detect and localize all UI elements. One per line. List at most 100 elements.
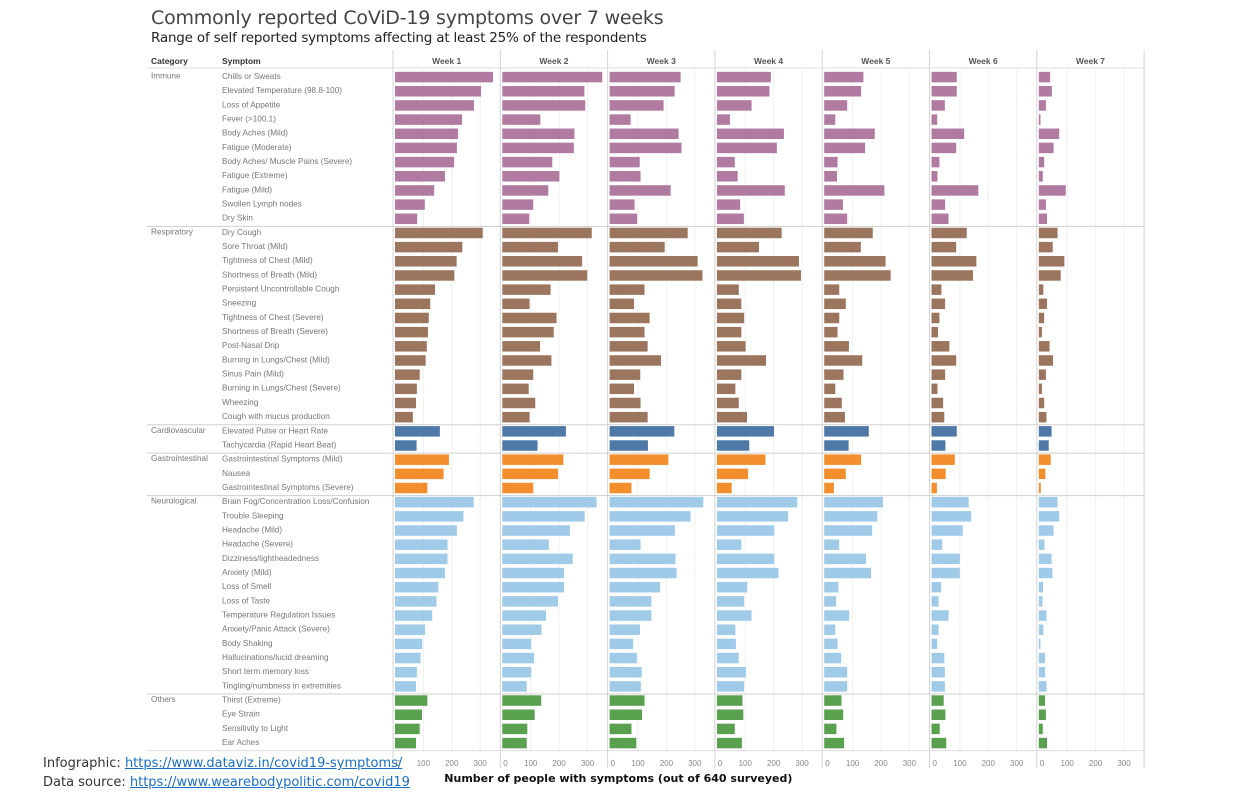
bar-gastrointestinal-week6 xyxy=(931,482,937,494)
bar-immune-week2 xyxy=(502,171,560,182)
symptom-label: Tightness of Chest (Severe) xyxy=(222,313,324,322)
symptom-label: Headache (Severe) xyxy=(222,540,293,549)
bar-neurological-week5 xyxy=(824,596,837,607)
bar-cardiovascular-week1 xyxy=(395,426,440,437)
bar-immune-week6 xyxy=(931,100,945,111)
bar-immune-week7 xyxy=(1038,114,1041,125)
bar-gastrointestinal-week3 xyxy=(609,468,650,480)
symptom-label: Anxiety/Panic Attack (Severe) xyxy=(222,625,330,634)
bar-immune-week3 xyxy=(609,171,641,182)
bar-respiratory-week4 xyxy=(716,298,742,310)
symptom-label: Nausea xyxy=(222,469,251,478)
bar-respiratory-week5 xyxy=(824,383,836,395)
bar-others-week3 xyxy=(609,723,632,735)
bar-respiratory-week7 xyxy=(1038,397,1045,409)
bar-neurological-week2 xyxy=(502,525,570,536)
bar-respiratory-week7 xyxy=(1038,341,1050,352)
x-tick-label: 300 xyxy=(688,759,702,768)
bar-respiratory-week5 xyxy=(824,341,849,352)
data-source-link[interactable]: https://www.wearebodypolitic.com/covid19 xyxy=(129,775,410,790)
x-tick-label: 200 xyxy=(982,759,996,768)
x-tick-label: 300 xyxy=(795,759,809,768)
credits: Infographic: https://www.dataviz.in/covi… xyxy=(43,754,410,792)
bar-others-week6 xyxy=(931,709,946,720)
bar-immune-week6 xyxy=(931,156,940,168)
x-tick-label: 100 xyxy=(417,759,431,768)
bar-immune-week6 xyxy=(931,199,946,210)
bar-neurological-week6 xyxy=(931,624,939,635)
bar-immune-week5 xyxy=(824,171,837,182)
bar-respiratory-week7 xyxy=(1038,326,1042,338)
bar-respiratory-week2 xyxy=(502,383,529,395)
bar-respiratory-week6 xyxy=(931,383,938,395)
bar-immune-week5 xyxy=(824,156,838,168)
bar-immune-week4 xyxy=(716,100,752,111)
bar-neurological-week1 xyxy=(395,652,421,664)
bar-neurological-week7 xyxy=(1038,638,1041,650)
symptom-label: Dry Skin xyxy=(222,214,253,223)
infographic-link[interactable]: https://www.dataviz.in/covid19-symptoms/ xyxy=(124,756,403,771)
bar-gastrointestinal-week4 xyxy=(716,468,749,480)
bar-immune-week1 xyxy=(395,199,425,210)
week-header-3: Week 3 xyxy=(647,56,676,66)
symptom-label: Elevated Temperature (98.8-100) xyxy=(222,86,342,95)
bar-neurological-week1 xyxy=(395,511,464,522)
bar-neurological-week6 xyxy=(931,567,960,579)
bar-gastrointestinal-week2 xyxy=(502,454,564,465)
bar-immune-week1 xyxy=(395,142,457,154)
symptom-label: Swollen Lymph nodes xyxy=(222,200,302,209)
bar-immune-week3 xyxy=(609,213,638,225)
bar-neurological-week3 xyxy=(609,610,652,621)
bar-respiratory-week3 xyxy=(609,227,688,239)
x-tick-label: 200 xyxy=(767,759,781,768)
x-tick-label: 300 xyxy=(474,759,488,768)
bar-neurological-week2 xyxy=(502,553,573,565)
bar-neurological-week4 xyxy=(716,638,736,650)
symptom-label: Headache (Mild) xyxy=(222,525,282,534)
symptom-label: Ear Aches xyxy=(222,738,259,747)
bar-others-week5 xyxy=(824,695,842,706)
bar-cardiovascular-week3 xyxy=(609,440,648,451)
bar-immune-week7 xyxy=(1038,100,1046,111)
bar-neurological-week7 xyxy=(1038,525,1054,536)
bar-neurological-week7 xyxy=(1038,610,1047,621)
bar-neurological-week1 xyxy=(395,553,448,565)
bar-gastrointestinal-week2 xyxy=(502,482,534,494)
bar-immune-week5 xyxy=(824,142,866,154)
bar-immune-week2 xyxy=(502,128,575,140)
bar-cardiovascular-week5 xyxy=(824,440,849,451)
bar-respiratory-week1 xyxy=(395,397,417,409)
bar-neurological-week6 xyxy=(931,652,945,664)
category-label-others: Others xyxy=(151,695,176,704)
bar-neurological-week2 xyxy=(502,596,558,607)
bar-respiratory-week3 xyxy=(609,284,645,295)
symptom-label: Body Aches/ Muscle Pains (Severe) xyxy=(222,157,352,166)
symptom-label: Cough with mucus production xyxy=(222,412,330,421)
bar-neurological-week5 xyxy=(824,553,866,565)
bar-gastrointestinal-week7 xyxy=(1038,454,1051,465)
bar-respiratory-week4 xyxy=(716,383,736,395)
bar-respiratory-week1 xyxy=(395,326,428,338)
symptom-label: Eye Strain xyxy=(222,710,260,719)
bar-neurological-week2 xyxy=(502,581,564,593)
bar-respiratory-week6 xyxy=(931,241,957,253)
bar-immune-week7 xyxy=(1038,213,1048,225)
bar-respiratory-week5 xyxy=(824,326,838,338)
bar-respiratory-week1 xyxy=(395,227,483,239)
x-tick-label: 200 xyxy=(874,759,888,768)
bar-others-week2 xyxy=(502,737,527,749)
bar-immune-week2 xyxy=(502,142,574,154)
symptom-label: Body Aches (Mild) xyxy=(222,129,288,138)
data-source-label: Data source: xyxy=(43,775,130,790)
bar-immune-week5 xyxy=(824,128,875,140)
bar-respiratory-week2 xyxy=(502,341,541,352)
bar-immune-week7 xyxy=(1038,128,1060,140)
bar-neurological-week1 xyxy=(395,525,457,536)
bar-respiratory-week6 xyxy=(931,298,946,310)
bar-neurological-week3 xyxy=(609,681,641,692)
bar-respiratory-week2 xyxy=(502,241,558,253)
symptom-label: Burning in Lungs/Chest (Mild) xyxy=(222,355,330,364)
bar-neurological-week5 xyxy=(824,681,848,692)
category-label-immune: Immune xyxy=(151,72,181,81)
bar-immune-week6 xyxy=(931,114,938,125)
